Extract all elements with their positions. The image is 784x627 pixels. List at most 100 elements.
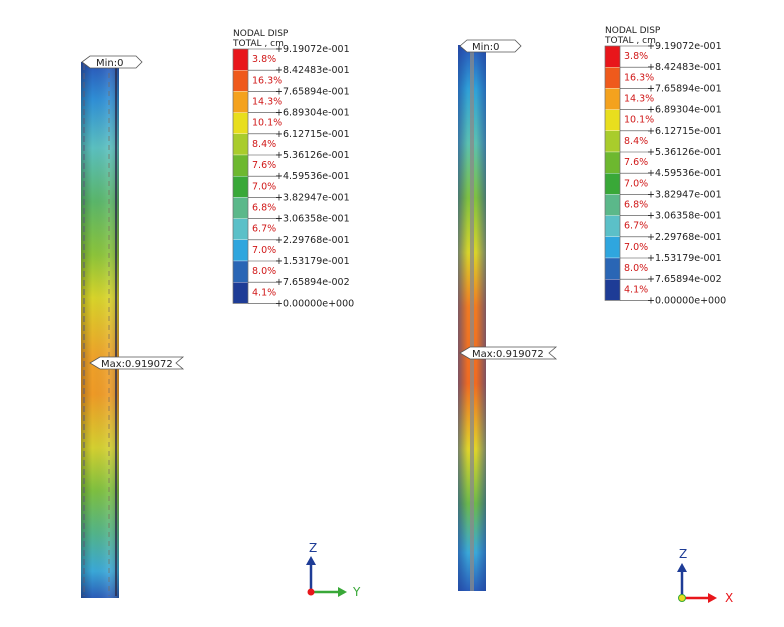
legend-percentage: 8.4%: [624, 136, 648, 147]
y-axis-label: Y: [352, 585, 361, 599]
legend-swatch: [232, 112, 249, 134]
legend-level-label: +7.65894e-001: [275, 86, 350, 97]
legend-level-label: +2.29768e-001: [275, 235, 350, 246]
legend-swatch: [232, 218, 249, 240]
legend-title: NODAL DISP: [605, 26, 661, 36]
legend-percentage: 8.0%: [624, 263, 648, 274]
max-marker-shape: [89, 356, 185, 370]
min-marker-shape: [459, 39, 522, 53]
legend-percentage: 10.1%: [624, 115, 654, 126]
beam-web: [470, 45, 474, 591]
legend-percentage: 16.3%: [252, 75, 282, 86]
legend-percentage: 14.3%: [252, 97, 282, 108]
legend-percentage: 6.7%: [624, 221, 648, 232]
legend-percentage: 7.6%: [624, 157, 648, 168]
axis-triad-right: Z X: [677, 547, 733, 605]
legend-swatch: [604, 67, 621, 89]
legend-level-label: +5.36126e-001: [647, 147, 722, 158]
legend-percentage: 7.0%: [252, 245, 276, 256]
legend-swatch: [604, 173, 621, 195]
legend-swatch: [232, 197, 249, 219]
z-axis-label: Z: [309, 541, 317, 555]
legend-swatch: [604, 257, 621, 280]
legend-level-label: +5.36126e-001: [275, 150, 350, 161]
legend-frame: [232, 48, 249, 304]
legend-swatch: [232, 176, 249, 198]
legend-level-label: +0.00000e+000: [275, 298, 354, 309]
legend-level-label: +6.89304e-001: [275, 108, 350, 119]
legend-level-label: +0.00000e+000: [647, 295, 726, 306]
origin-icon: [307, 588, 315, 596]
legend-swatch: [604, 236, 621, 259]
x-arrow-head-icon: [708, 593, 717, 603]
legend-percentage: 16.3%: [624, 72, 654, 83]
legend-level-label: +8.42483e-001: [275, 65, 350, 76]
max-marker-shape: [459, 346, 558, 360]
legend-percentage: 8.4%: [252, 139, 276, 150]
z-arrow-head-icon: [677, 563, 687, 572]
legend-subtitle: TOTAL , cm: [232, 39, 284, 49]
legend-level-label: +7.65894e-002: [647, 274, 722, 285]
legend-percentage: 6.8%: [624, 200, 648, 211]
legend-swatch: [232, 282, 249, 304]
max-marker-label: Max:0.919072: [101, 359, 173, 370]
min-marker-left: Min:0: [81, 55, 143, 69]
legend-percentage: 8.0%: [252, 266, 276, 277]
contour-view-right: NODAL DISP TOTAL , cm 3.8% 16.3% 14.3% 10.1% 8…: [392, 0, 784, 627]
axis-triad-left: Z Y: [306, 541, 361, 599]
legend-level-label: +4.59536e-001: [275, 171, 350, 182]
legend-level-label: +9.19072e-001: [275, 44, 350, 55]
legend-percentage: 4.1%: [252, 287, 276, 298]
legend-level-label: +6.12715e-001: [647, 126, 722, 137]
legend-swatch: [232, 260, 249, 283]
legend-percentage: 6.7%: [252, 224, 276, 235]
x-axis-label: X: [725, 591, 733, 605]
contour-view-left: NODAL DISP TOTAL , cm 3.8% 16.3% 14.3% 10.1% 8…: [81, 29, 361, 599]
legend-percentage: 3.8%: [252, 54, 276, 65]
legend-percentage: 10.1%: [252, 118, 282, 129]
max-marker-label: Max:0.919072: [472, 349, 544, 360]
legend-level-label: +3.06358e-001: [647, 211, 722, 222]
legend-swatch: [232, 48, 249, 71]
z-arrow-head-icon: [306, 556, 316, 565]
beam-right: [458, 45, 486, 591]
legend-level-label: +3.06358e-001: [275, 214, 350, 225]
legend-level-label: +1.53179e-001: [275, 256, 350, 267]
legend-level-label: +2.29768e-001: [647, 232, 722, 243]
legend-level-label: +1.53179e-001: [647, 253, 722, 264]
legend-level-label: +6.89304e-001: [647, 105, 722, 116]
legend-swatch: [604, 279, 621, 301]
legend-percentage: 6.8%: [252, 203, 276, 214]
legend-swatch: [232, 133, 249, 156]
legend-percentage: 7.0%: [624, 178, 648, 189]
legend-swatch: [604, 215, 621, 237]
legend-swatch: [604, 194, 621, 216]
legend-percentage: 4.1%: [624, 284, 648, 295]
legend-swatch: [604, 88, 621, 110]
beam-left: [81, 62, 119, 598]
min-marker-label: Min:0: [472, 42, 499, 53]
legend-level-label: +9.19072e-001: [647, 41, 722, 52]
z-axis-label: Z: [679, 547, 687, 561]
y-arrow-head-icon: [338, 587, 347, 597]
legend-percentage: 14.3%: [624, 94, 654, 105]
legend-level-label: +7.65894e-001: [647, 83, 722, 94]
legend-title: NODAL DISP: [233, 29, 289, 39]
origin-icon: [678, 594, 686, 602]
legend-subtitle: TOTAL , cm: [604, 36, 656, 46]
legend-level-label: +3.82947e-001: [647, 189, 722, 200]
legend-percentage: 7.0%: [624, 242, 648, 253]
legend-swatch: [232, 91, 249, 113]
legend-swatch: [232, 70, 249, 92]
min-marker-label: Min:0: [96, 58, 123, 69]
legend-swatch: [604, 45, 621, 68]
legend-level-label: +8.42483e-001: [647, 62, 722, 73]
legend-swatch: [604, 151, 621, 174]
legend-level-label: +7.65894e-002: [275, 277, 350, 288]
legend-percentage: 7.0%: [252, 181, 276, 192]
beam-shading: [81, 62, 119, 598]
